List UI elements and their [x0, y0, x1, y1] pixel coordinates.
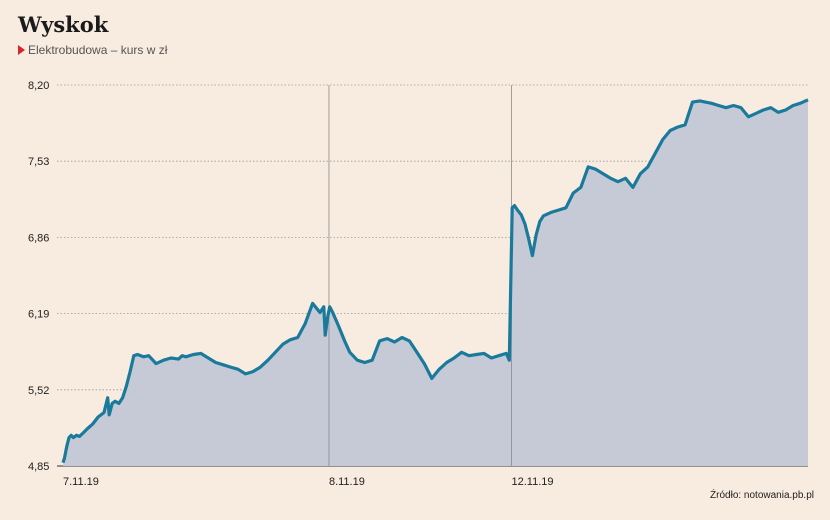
price-line [61, 98, 809, 464]
triangle-marker-icon [18, 45, 25, 55]
y-tick-label: 8,20 [28, 80, 49, 92]
x-tick-label: 7.11.19 [63, 476, 99, 488]
x-tick-label: 8.11.19 [329, 476, 365, 488]
source-note: Źródło: notowania.pb.pl [710, 490, 814, 501]
chart-subtitle: Elektrobudowa – kurs w zł [18, 43, 167, 57]
x-tick-label: 12.11.19 [511, 476, 553, 488]
y-axis-ticks: 4,85 5,52 6,19 6,86 7,53 8,20 [28, 80, 49, 473]
x-axis-ticks: 7.11.19 8.11.19 12.11.19 [63, 476, 554, 488]
y-tick-label: 6,86 [28, 232, 49, 244]
area-fill [63, 99, 808, 467]
y-tick-label: 5,52 [28, 385, 49, 397]
chart-title: Wyskok [18, 12, 109, 37]
y-tick-label: 7,53 [28, 156, 49, 168]
subtitle-text: Elektrobudowa – kurs w zł [28, 43, 168, 57]
y-tick-label: 6,19 [28, 309, 49, 321]
y-tick-label: 4,85 [28, 461, 49, 473]
